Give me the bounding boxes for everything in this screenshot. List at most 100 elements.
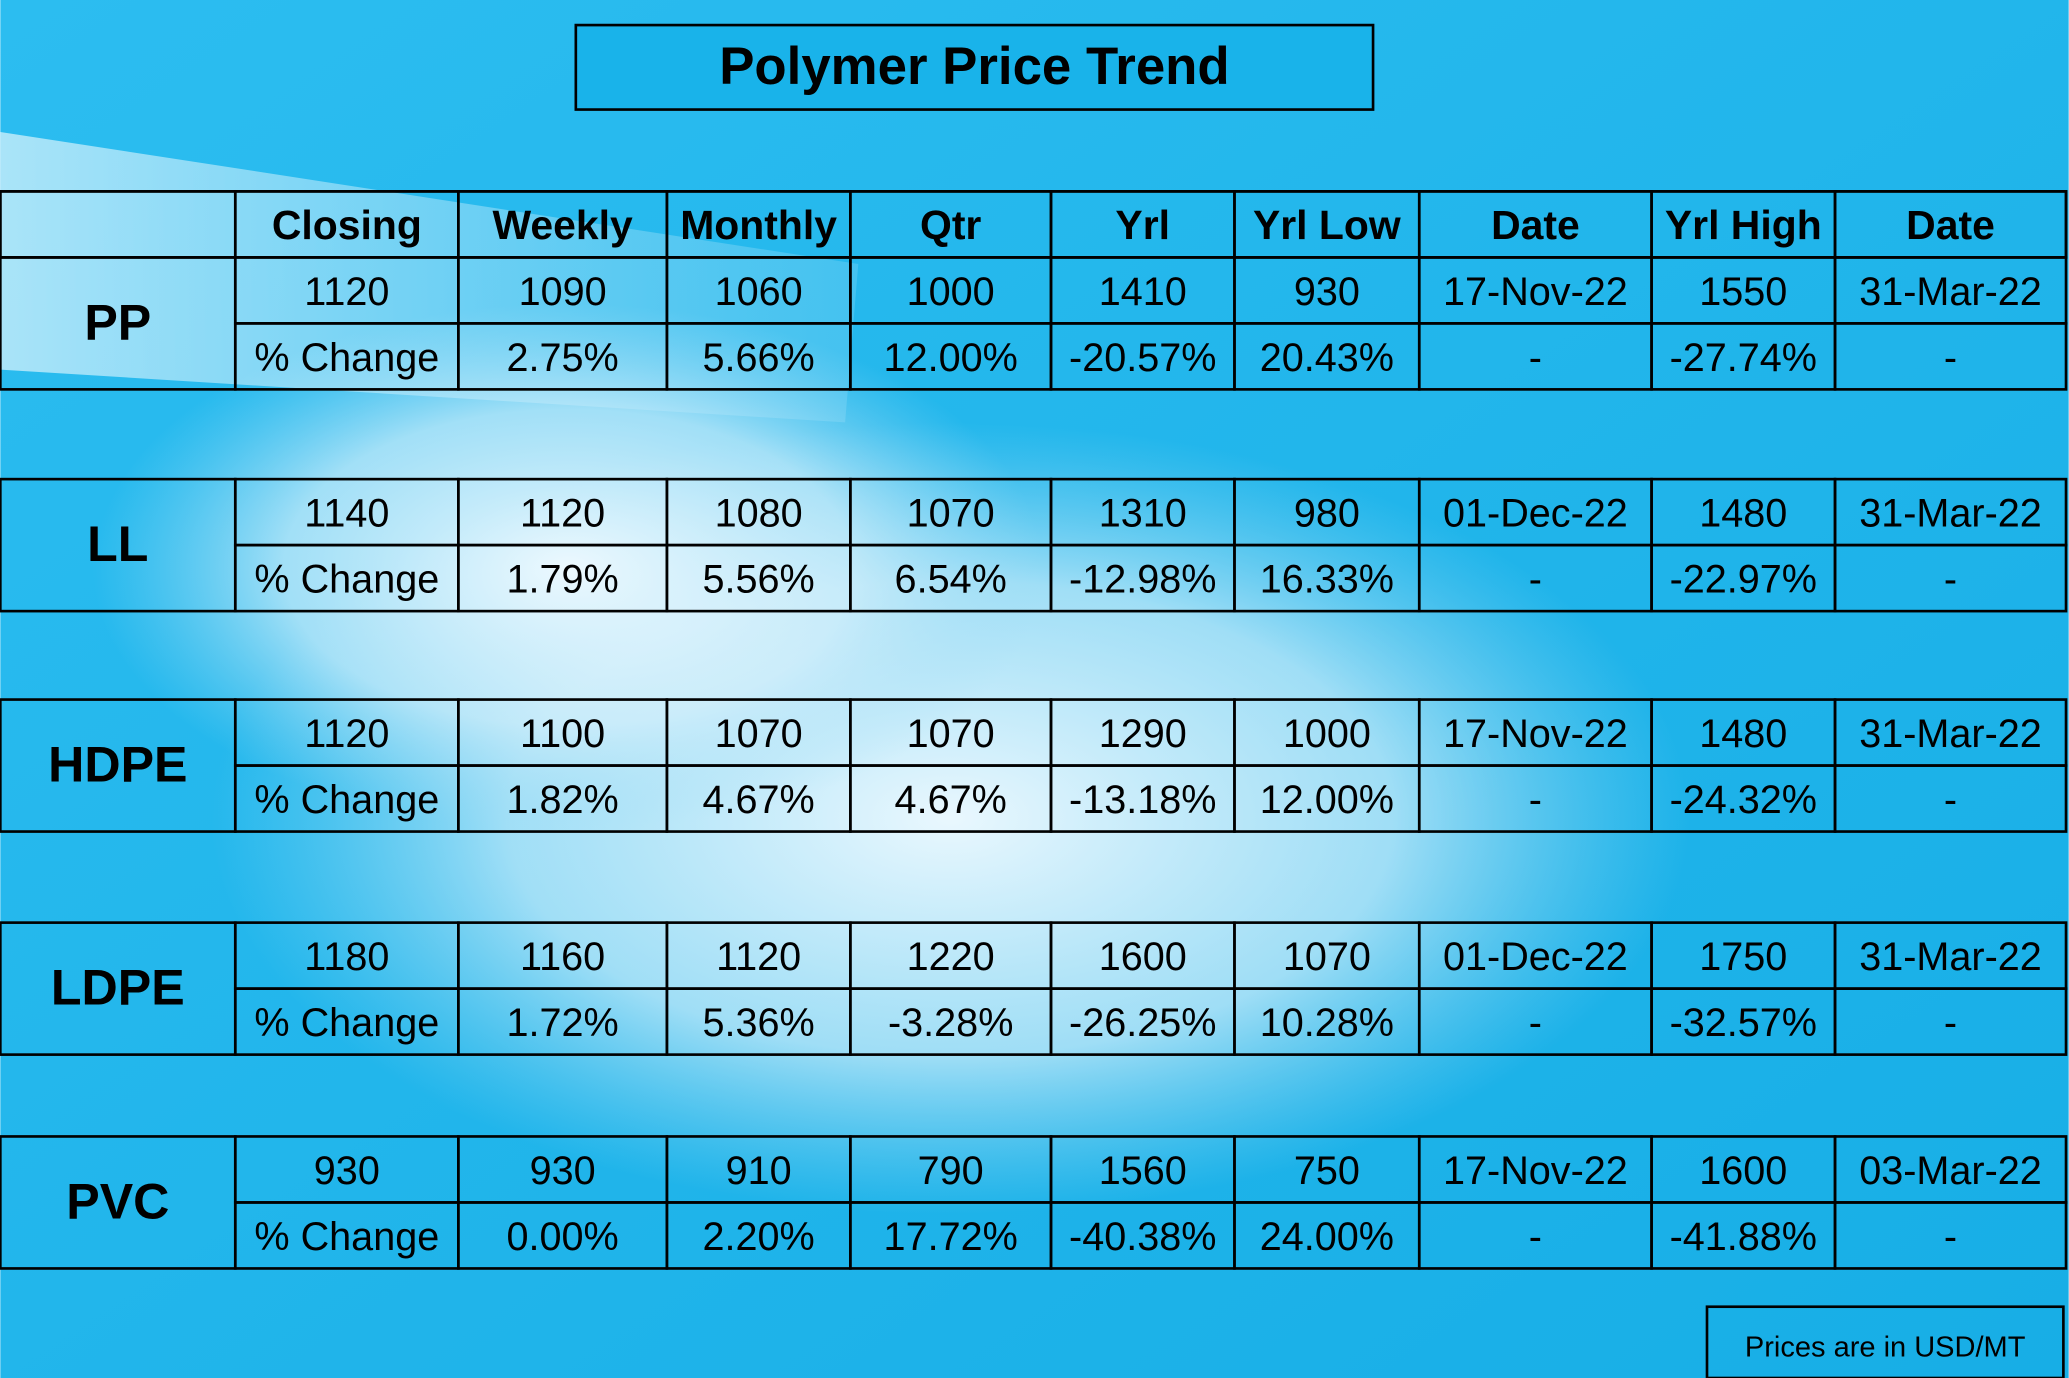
price-value: 1410 <box>1099 270 1187 314</box>
price-value: 01-Dec-22 <box>1443 935 1628 979</box>
change-value: - <box>1529 1001 1542 1045</box>
change-value: % Change <box>254 558 439 602</box>
price-value: 1070 <box>715 712 803 756</box>
price-value: 1070 <box>1283 935 1371 979</box>
price-value: 1120 <box>304 712 389 756</box>
change-value: 16.33% <box>1260 558 1394 602</box>
change-value: 2.20% <box>703 1215 815 1259</box>
table-cell <box>1833 1201 2068 1270</box>
table-cell <box>1833 764 2068 833</box>
change-value: 1.72% <box>507 1001 619 1045</box>
change-value: 4.67% <box>895 778 1007 822</box>
price-value: 790 <box>918 1149 984 1193</box>
change-value: 0.00% <box>507 1215 619 1259</box>
change-value: % Change <box>254 1215 439 1259</box>
change-value: - <box>1529 558 1542 602</box>
price-value: 1180 <box>304 935 389 979</box>
price-value: 1480 <box>1699 712 1787 756</box>
price-value: 1750 <box>1699 935 1787 979</box>
price-value: 1070 <box>907 492 995 536</box>
price-value: 980 <box>1294 492 1360 536</box>
change-value: - <box>1529 336 1542 380</box>
price-value: 1000 <box>907 270 995 314</box>
price-value: 31-Mar-22 <box>1859 935 2042 979</box>
price-value: 930 <box>314 1149 380 1193</box>
change-value: -12.98% <box>1069 558 1216 602</box>
price-value: 1090 <box>519 270 607 314</box>
note: Prices are in USD/MT <box>1745 1332 2026 1364</box>
price-value: 1140 <box>304 492 389 536</box>
price-value: 1600 <box>1099 935 1187 979</box>
price-value: 17-Nov-22 <box>1443 270 1628 314</box>
change-value: 4.67% <box>703 778 815 822</box>
header-label: Date <box>1491 202 1580 248</box>
change-value: 2.75% <box>507 336 619 380</box>
tube-image <box>0 131 859 423</box>
group-name: HDPE <box>48 736 187 792</box>
price-value: 1550 <box>1699 270 1787 314</box>
price-value: 1070 <box>907 712 995 756</box>
change-value: 1.79% <box>507 558 619 602</box>
change-value: % Change <box>254 1001 439 1045</box>
change-value: % Change <box>254 336 439 380</box>
price-value: 31-Mar-22 <box>1859 270 2042 314</box>
header-label: Qtr <box>920 202 981 248</box>
change-value: 5.36% <box>703 1001 815 1045</box>
change-value: -3.28% <box>888 1001 1013 1045</box>
change-value: - <box>1529 1215 1542 1259</box>
price-value: 01-Dec-22 <box>1443 492 1628 536</box>
group-name: LL <box>87 516 148 572</box>
table-cell <box>1833 543 2068 613</box>
change-value: -20.57% <box>1069 336 1216 380</box>
price-value: 1120 <box>304 270 389 314</box>
change-value: % Change <box>254 778 439 822</box>
note-box <box>1705 1305 2065 1378</box>
change-value: -40.38% <box>1069 1215 1216 1259</box>
header-label: Yrl High <box>1665 202 1822 248</box>
header-label: Closing <box>272 202 422 248</box>
header-label: Monthly <box>680 202 837 248</box>
group-name: PP <box>84 294 151 350</box>
table-cell <box>1833 987 2068 1056</box>
price-value: 1120 <box>520 492 605 536</box>
change-value: 10.28% <box>1260 1001 1394 1045</box>
price-value: 1600 <box>1699 1149 1787 1193</box>
change-value: 6.54% <box>895 558 1007 602</box>
header-label: Yrl Low <box>1253 202 1401 248</box>
change-value: -41.88% <box>1670 1215 1817 1259</box>
change-value: - <box>1944 558 1957 602</box>
price-value: 1100 <box>520 712 605 756</box>
price-value: 1290 <box>1099 712 1187 756</box>
price-value: 1560 <box>1099 1149 1187 1193</box>
title: Polymer Price Trend <box>719 37 1229 96</box>
change-value: - <box>1944 336 1957 380</box>
group-name: PVC <box>66 1173 169 1229</box>
group-name: LDPE <box>51 960 185 1016</box>
price-value: 750 <box>1294 1149 1360 1193</box>
price-value: 910 <box>726 1149 792 1193</box>
price-value: 1160 <box>520 935 605 979</box>
change-value: - <box>1944 1215 1957 1259</box>
change-value: 24.00% <box>1260 1215 1394 1259</box>
price-value: 1060 <box>715 270 803 314</box>
price-value: 17-Nov-22 <box>1443 712 1628 756</box>
change-value: -13.18% <box>1069 778 1216 822</box>
price-value: 31-Mar-22 <box>1859 492 2042 536</box>
price-value: 31-Mar-22 <box>1859 712 2042 756</box>
change-value: -32.57% <box>1670 1001 1817 1045</box>
change-value: 20.43% <box>1260 336 1394 380</box>
header-label: Date <box>1906 202 1995 248</box>
change-value: - <box>1944 1001 1957 1045</box>
header-label: Yrl <box>1115 202 1170 248</box>
price-value: 17-Nov-22 <box>1443 1149 1628 1193</box>
price-value: 930 <box>1294 270 1360 314</box>
price-value: 1120 <box>716 935 801 979</box>
change-value: - <box>1529 778 1542 822</box>
title-box <box>574 23 1375 111</box>
change-value: -27.74% <box>1670 336 1817 380</box>
header-label: Weekly <box>493 202 633 248</box>
price-value: 03-Mar-22 <box>1859 1149 2042 1193</box>
change-value: 12.00% <box>884 336 1018 380</box>
